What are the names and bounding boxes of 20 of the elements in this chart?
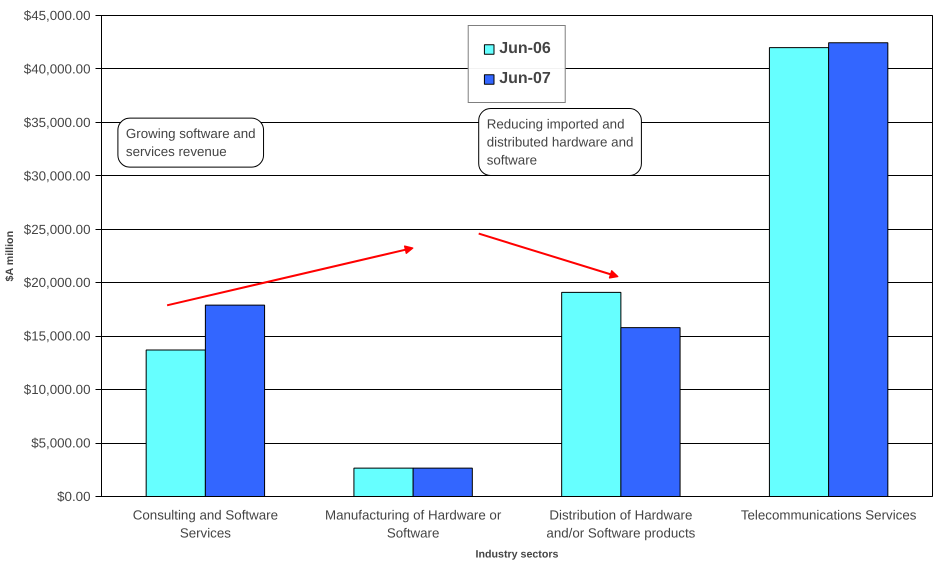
y-tick-label: $15,000.00 xyxy=(24,328,91,344)
legend-label: Jun-06 xyxy=(499,40,551,58)
x-tick-label: Consulting and Software Services xyxy=(132,508,278,540)
y-tick-label: $25,000.00 xyxy=(24,222,91,237)
x-axis-title: Industry sectors xyxy=(476,548,559,560)
y-axis-title: $A million xyxy=(4,230,16,282)
x-tick-label: Telecommunications Services xyxy=(740,508,917,522)
y-tick-label: $45,000.00 xyxy=(24,8,91,23)
x-tick-label: Manufacturing of Hardware or Software xyxy=(324,508,502,540)
annotation: Reducing imported and distributed hardware and software xyxy=(486,116,634,168)
y-tick-label: $5,000.00 xyxy=(31,436,91,451)
y-tick-label: $0.00 xyxy=(57,489,91,504)
y-tick-label: $10,000.00 xyxy=(24,382,91,398)
y-tick-label: $30,000.00 xyxy=(24,168,91,184)
y-tick-label: $20,000.00 xyxy=(24,275,91,290)
y-tick-label: $40,000.00 xyxy=(24,61,91,76)
annotation: Growing software and services revenue xyxy=(126,126,256,160)
x-tick-label: Distribution of Hardware and/or Software products xyxy=(546,508,696,540)
y-tick-label: $35,000.00 xyxy=(24,114,91,130)
legend-label: Jun-07 xyxy=(499,70,551,88)
